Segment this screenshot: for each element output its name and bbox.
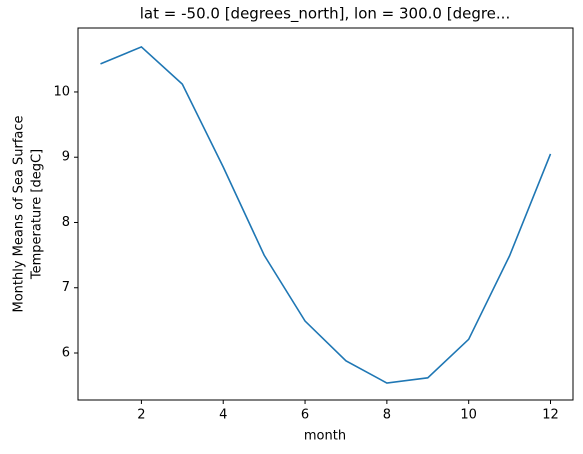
y-tick-label: 8	[62, 215, 70, 230]
x-tick-label: 6	[301, 408, 309, 423]
x-tick-label: 4	[219, 408, 227, 423]
chart-title: lat = -50.0 [degrees_north], lon = 300.0…	[140, 5, 510, 24]
y-tick-label: 6	[62, 346, 70, 361]
y-tick-label: 9	[62, 150, 70, 165]
y-axis-label: Temperature [degC]	[30, 149, 45, 280]
x-tick-label: 10	[460, 408, 477, 423]
y-tick-label: 10	[53, 84, 70, 99]
y-tick-label: 7	[62, 280, 70, 295]
x-tick-label: 2	[137, 408, 145, 423]
x-tick-label: 8	[383, 408, 391, 423]
line-series	[100, 45, 552, 384]
y-axis-label: Monthly Means of Sea Surface	[12, 115, 27, 312]
x-axis-label: month	[304, 429, 346, 444]
x-tick-label: 12	[542, 408, 559, 423]
plot-frame	[77, 27, 574, 401]
